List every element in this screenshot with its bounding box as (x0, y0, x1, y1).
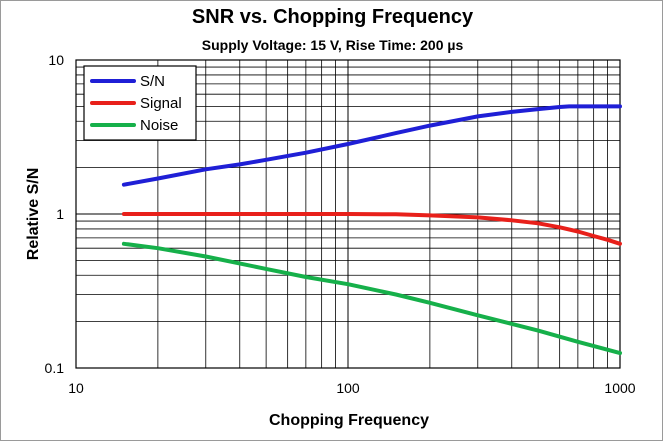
y-tick-label: 0.1 (45, 360, 65, 376)
chart-subtitle: Supply Voltage: 15 V, Rise Time: 200 µs (201, 37, 464, 53)
x-axis-label: Chopping Frequency (269, 412, 429, 429)
x-tick-label: 1000 (604, 380, 635, 396)
series-line-signal (121, 212, 622, 246)
series-line-noise (121, 241, 622, 356)
y-tick-label: 10 (48, 52, 64, 68)
x-tick-label: 100 (336, 380, 360, 396)
y-axis-label: Relative S/N (25, 168, 42, 260)
legend-label: Signal (140, 95, 182, 112)
x-tick-label: 10 (68, 380, 84, 396)
y-tick-label: 1 (56, 206, 64, 222)
chart-title: SNR vs. Chopping Frequency (191, 6, 474, 28)
legend-label: Noise (140, 117, 178, 134)
series-line-s-n (121, 104, 622, 187)
legend-label: S/N (140, 73, 165, 90)
plot-border (75, 59, 621, 369)
